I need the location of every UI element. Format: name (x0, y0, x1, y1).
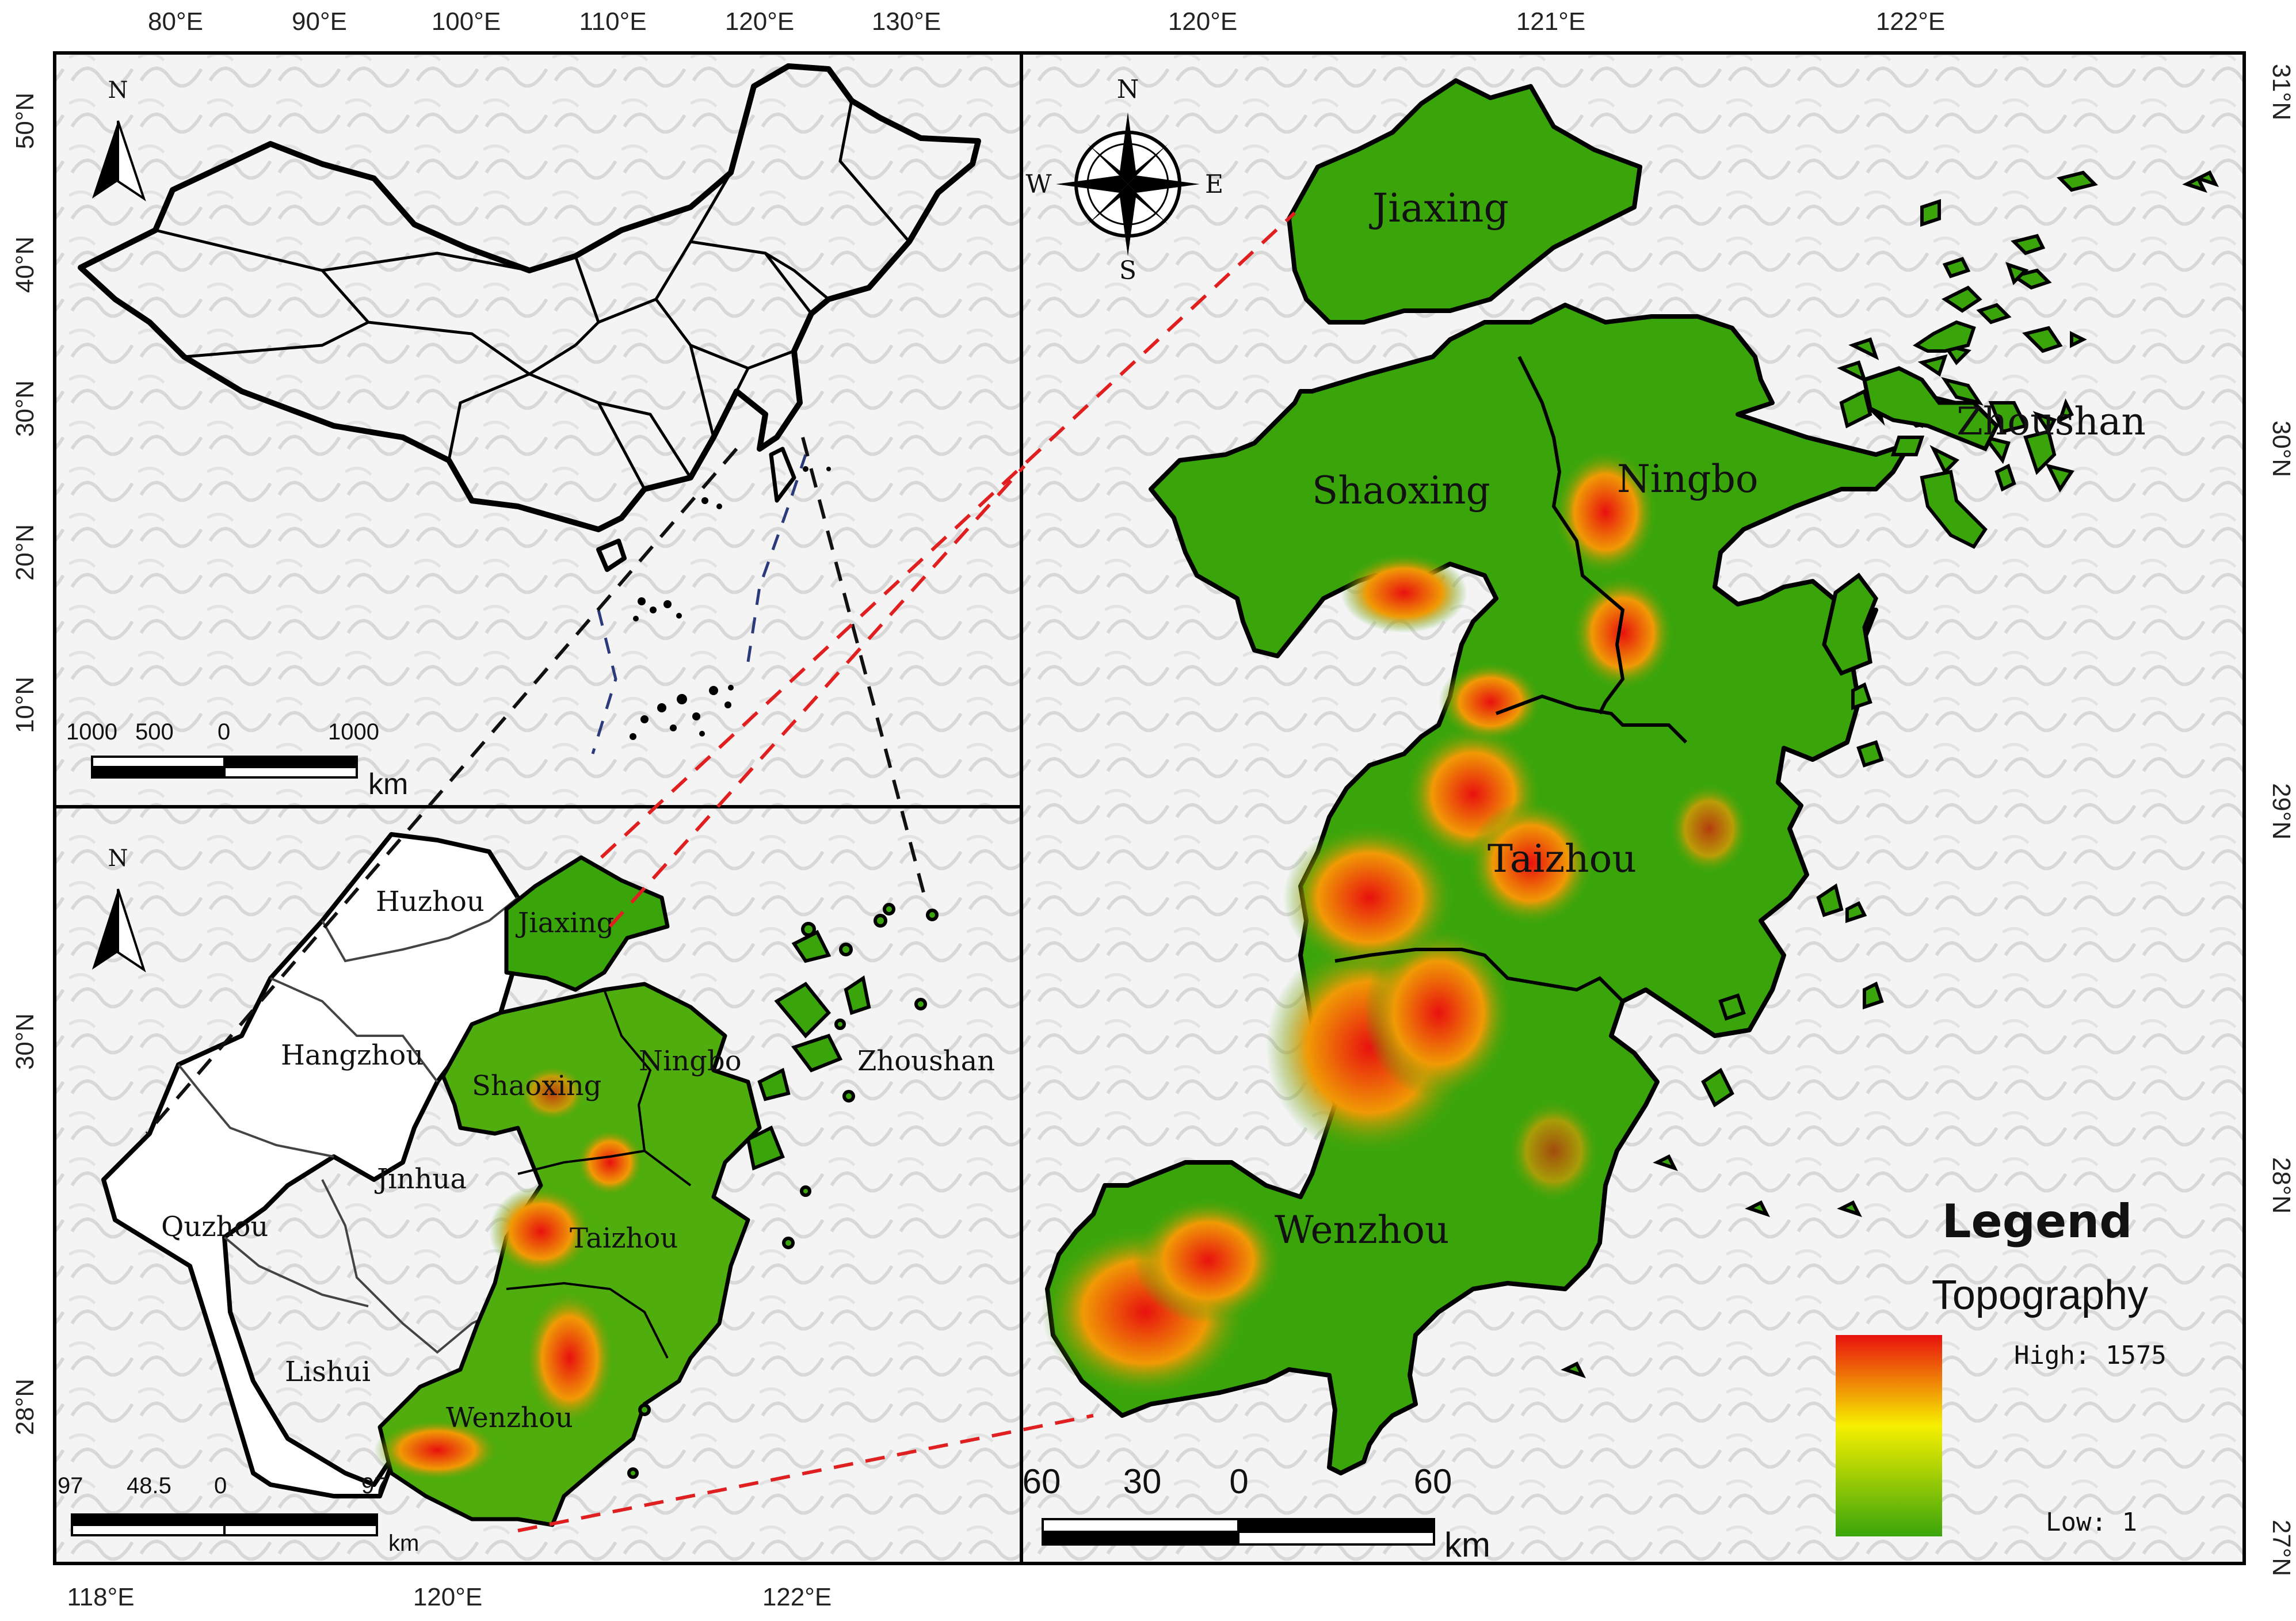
svg-text:1000: 1000 (328, 719, 379, 745)
main-top-axis: 120°E 121°E 122°E (1168, 7, 1945, 36)
svg-text:Huzhou: Huzhou (376, 886, 485, 918)
svg-text:29°N: 29°N (2267, 783, 2295, 840)
south-china-sea-islands (630, 466, 831, 740)
svg-text:Hangzhou: Hangzhou (281, 1039, 424, 1071)
compass-rose: N S W E (1025, 75, 1223, 285)
svg-text:N: N (108, 77, 128, 104)
svg-text:Jiaxing: Jiaxing (1369, 186, 1509, 231)
svg-text:30: 30 (1123, 1462, 1162, 1501)
svg-text:0: 0 (1229, 1462, 1248, 1501)
svg-text:Low: 1: Low: 1 (2046, 1508, 2137, 1537)
zhejiang-topo-borders (506, 989, 692, 1359)
svg-text:Jiaxing: Jiaxing (515, 907, 614, 939)
svg-text:Shaoxing: Shaoxing (1312, 468, 1490, 513)
svg-text:97: 97 (361, 1473, 387, 1498)
svg-text:Ningbo: Ningbo (639, 1045, 742, 1077)
china-provinces (155, 100, 910, 490)
svg-text:High: 1575: High: 1575 (2014, 1341, 2167, 1370)
svg-text:10°N: 10°N (11, 677, 39, 733)
legend: Legend Topography High: 1575 Low: 1 (1836, 1195, 2167, 1537)
svg-text:Ningbo: Ningbo (1617, 457, 1759, 501)
svg-text:0: 0 (218, 719, 230, 745)
svg-text:S: S (1119, 256, 1136, 285)
svg-text:Lishui: Lishui (285, 1356, 371, 1388)
china-top-axis: 80°E 90°E 100°E 110°E 120°E 130°E (148, 7, 941, 36)
inset-link-lines (145, 211, 1296, 1532)
svg-text:120°E: 120°E (413, 1583, 482, 1611)
svg-text:500: 500 (135, 719, 174, 745)
legend-color-ramp (1836, 1335, 1942, 1536)
bottom-axis: 118°E 120°E 122°E (67, 1583, 832, 1611)
main-right-axis: 31°N 30°N 29°N 28°N 27°N (2267, 64, 2295, 1576)
svg-text:0: 0 (214, 1473, 227, 1498)
svg-text:122°E: 122°E (1876, 7, 1945, 36)
main-scale-bar: 60 30 0 60 km (1023, 1462, 1490, 1564)
zhejiang-city-labels: Huzhou Jiaxing Hangzhou Shaoxing Ningbo … (161, 886, 995, 1434)
svg-text:N: N (108, 845, 128, 872)
main-city-labels: Jiaxing Shaoxing Ningbo Zhoushan Taizhou… (1275, 186, 2146, 1252)
china-overview-panel (53, 51, 1023, 808)
china-north-arrow: N (92, 77, 146, 201)
svg-text:28°N: 28°N (2267, 1157, 2295, 1214)
zhoushan-main-island-group (1822, 366, 2000, 676)
china-left-axis: 50°N 40°N 30°N 20°N 10°N (11, 93, 39, 733)
svg-text:118°E: 118°E (67, 1583, 134, 1611)
svg-text:60: 60 (1023, 1462, 1061, 1501)
svg-text:Zhoushan: Zhoushan (857, 1045, 995, 1077)
svg-text:97: 97 (58, 1473, 83, 1498)
svg-text:120°E: 120°E (725, 7, 794, 36)
zhejiang-scale-bar: 97 48.5 0 97 km (58, 1473, 419, 1556)
svg-text:N: N (1117, 75, 1139, 104)
svg-text:Taizhou: Taizhou (570, 1222, 678, 1254)
svg-text:Zhoushan: Zhoushan (1956, 399, 2146, 444)
svg-text:Wenzhou: Wenzhou (1275, 1208, 1450, 1252)
svg-text:W: W (1025, 170, 1052, 199)
svg-text:km: km (1444, 1525, 1490, 1564)
nine-dash-line (591, 454, 807, 754)
svg-text:E: E (1205, 170, 1223, 199)
svg-text:27°N: 27°N (2267, 1520, 2295, 1576)
china-scale-bar: 1000 500 0 1000 km (66, 719, 408, 801)
svg-text:30°N: 30°N (11, 380, 39, 437)
svg-text:90°E: 90°E (292, 7, 347, 36)
svg-text:20°N: 20°N (11, 524, 39, 581)
svg-text:121°E: 121°E (1516, 7, 1585, 36)
svg-text:80°E: 80°E (148, 7, 203, 36)
svg-text:Quzhou: Quzhou (161, 1211, 268, 1243)
zhejiang-north-arrow: N (92, 845, 146, 972)
svg-text:122°E: 122°E (762, 1583, 832, 1611)
svg-text:1000: 1000 (66, 719, 117, 745)
zhejiang-left-axis: 30°N 28°N (11, 1013, 39, 1435)
svg-text:30°N: 30°N (11, 1013, 39, 1070)
zhejiang-west-prefectures (101, 832, 532, 1498)
svg-text:Taizhou: Taizhou (1488, 837, 1637, 881)
zhejiang-internal-borders (177, 897, 519, 1354)
svg-text:130°E: 130°E (872, 7, 941, 36)
svg-text:48.5: 48.5 (127, 1473, 171, 1498)
svg-text:28°N: 28°N (11, 1379, 39, 1435)
svg-text:Shaoxing: Shaoxing (472, 1070, 601, 1102)
svg-text:30°N: 30°N (2267, 421, 2295, 477)
svg-text:Wenzhou: Wenzhou (446, 1402, 573, 1434)
svg-text:60: 60 (1414, 1462, 1452, 1501)
main-topo-hotspots (1042, 449, 1749, 1398)
svg-text:40°N: 40°N (11, 237, 39, 293)
svg-text:120°E: 120°E (1168, 7, 1237, 36)
svg-text:km: km (368, 768, 408, 801)
main-prefecture-borders (1334, 356, 1688, 1003)
svg-text:31°N: 31°N (2267, 64, 2295, 120)
zhejiang-topo-hotspots (374, 1065, 644, 1482)
svg-text:110°E: 110°E (579, 7, 646, 36)
svg-text:Legend: Legend (1942, 1195, 2133, 1248)
china-boundary (78, 63, 981, 572)
svg-text:100°E: 100°E (432, 7, 501, 36)
zhoushan-islands-small (627, 903, 939, 1479)
svg-text:km: km (388, 1531, 419, 1556)
svg-text:50°N: 50°N (11, 93, 39, 149)
svg-text:Jinhua: Jinhua (374, 1163, 467, 1195)
svg-text:Topography: Topography (1932, 1272, 2148, 1318)
